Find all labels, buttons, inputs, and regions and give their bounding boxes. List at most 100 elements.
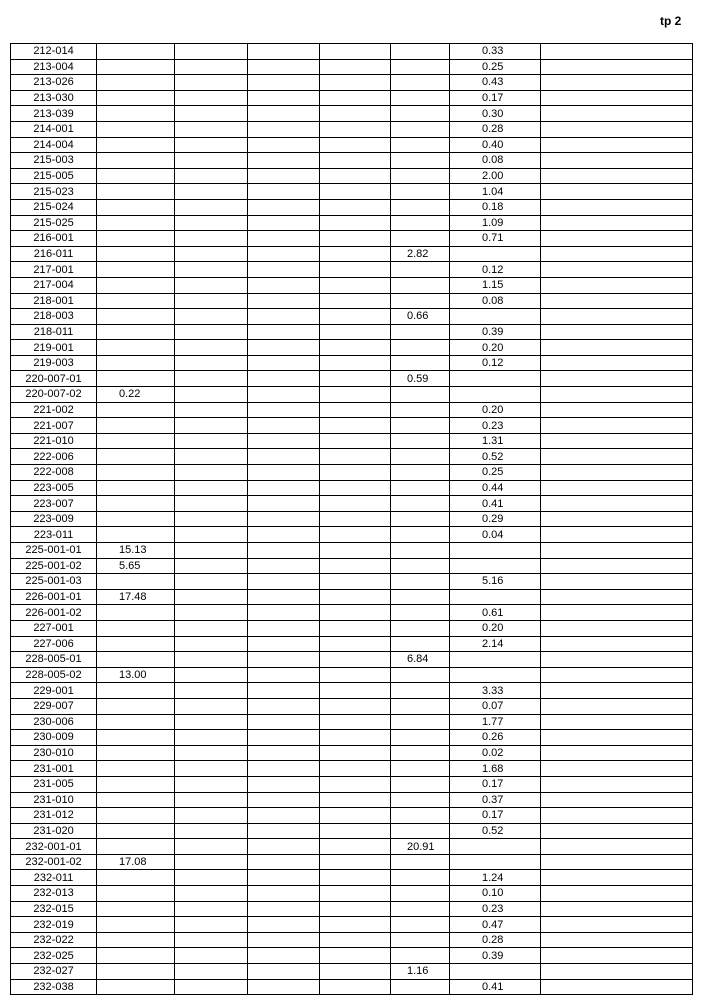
value-cell: 5.65 (96, 557, 175, 575)
value-cell (174, 370, 248, 388)
value-cell: 0.20 (449, 619, 541, 637)
value-cell (390, 183, 450, 200)
value-cell (540, 386, 693, 403)
value-cell: 0.17 (449, 775, 541, 793)
value-cell: 0.43 (449, 74, 541, 91)
value-cell (390, 198, 450, 216)
value-cell (174, 557, 248, 575)
value-cell (247, 697, 320, 715)
value-cell (174, 635, 248, 653)
row-id-cell: 214-004 (10, 136, 97, 154)
value-cell (247, 261, 320, 278)
row-id-cell: 220-007-01 (10, 370, 97, 388)
value-cell (540, 432, 693, 450)
value-cell (96, 526, 175, 543)
value-cell (247, 869, 320, 887)
row-id-cell: 225-001-02 (10, 557, 97, 575)
table-row: 231-020 0.52 (10, 822, 693, 840)
value-cell (390, 354, 450, 372)
value-cell (96, 308, 175, 325)
value-cell (540, 635, 693, 653)
value-cell (540, 464, 693, 481)
value-cell (540, 619, 693, 637)
value-cell (247, 214, 320, 232)
value-cell (96, 58, 175, 76)
value-cell (390, 526, 450, 543)
value-cell (247, 557, 320, 575)
value-cell (174, 464, 248, 481)
value-cell (96, 89, 175, 107)
value-cell: 0.61 (449, 604, 541, 621)
row-id-cell: 232-038 (10, 978, 97, 996)
value-cell (174, 666, 248, 684)
value-cell (96, 744, 175, 762)
value-cell (174, 791, 248, 809)
value-cell (319, 822, 391, 840)
value-cell (174, 105, 248, 122)
value-cell: 0.25 (449, 464, 541, 481)
table-row: 221-002 0.20 (10, 401, 693, 419)
value-cell (540, 557, 693, 575)
value-cell (247, 370, 320, 388)
value-cell (174, 120, 248, 138)
value-cell (540, 323, 693, 341)
value-cell (174, 323, 248, 341)
value-cell (319, 682, 391, 699)
value-cell (174, 588, 248, 606)
value-cell (96, 682, 175, 699)
table-row: 223-011 0.04 (10, 526, 693, 543)
value-cell (449, 245, 541, 263)
value-cell (390, 152, 450, 169)
value-cell: 2.14 (449, 635, 541, 653)
value-cell: 0.40 (449, 136, 541, 154)
value-cell (540, 89, 693, 107)
value-cell (319, 401, 391, 419)
row-id-cell: 230-009 (10, 729, 97, 746)
value-cell (247, 885, 320, 902)
value-cell: 0.07 (449, 697, 541, 715)
row-id-cell: 219-001 (10, 339, 97, 356)
value-cell (247, 401, 320, 419)
value-cell (540, 588, 693, 606)
table-row: 217-001 0.12 (10, 261, 693, 278)
value-cell (319, 760, 391, 777)
value-cell: 0.33 (449, 43, 541, 60)
value-cell (390, 167, 450, 185)
value-cell (540, 697, 693, 715)
value-cell (319, 245, 391, 263)
value-cell: 0.23 (449, 417, 541, 434)
value-cell (174, 386, 248, 403)
value-cell (319, 526, 391, 543)
value-cell (319, 323, 391, 341)
row-id-cell: 217-001 (10, 261, 97, 278)
row-id-cell: 232-001-01 (10, 838, 97, 855)
table-row: 223-005 0.44 (10, 479, 693, 497)
value-cell (319, 666, 391, 684)
value-cell (174, 931, 248, 949)
value-cell (174, 978, 248, 996)
value-cell (174, 354, 248, 372)
value-cell (319, 417, 391, 434)
value-cell (247, 619, 320, 637)
value-cell (247, 807, 320, 824)
row-id-cell: 230-006 (10, 713, 97, 731)
row-id-cell: 215-003 (10, 152, 97, 169)
table-row: 230-006 1.77 (10, 713, 693, 731)
row-id-cell: 232-022 (10, 931, 97, 949)
value-cell: 0.30 (449, 105, 541, 122)
value-cell (96, 479, 175, 497)
value-cell (390, 464, 450, 481)
value-cell (319, 276, 391, 294)
value-cell (319, 479, 391, 497)
value-cell (247, 666, 320, 684)
value-cell (174, 697, 248, 715)
value-cell (174, 604, 248, 621)
value-cell (540, 791, 693, 809)
value-cell (540, 417, 693, 434)
value-cell (174, 729, 248, 746)
value-cell (247, 822, 320, 840)
value-cell (390, 89, 450, 107)
row-id-cell: 213-039 (10, 105, 97, 122)
value-cell (390, 900, 450, 918)
value-cell (174, 869, 248, 887)
